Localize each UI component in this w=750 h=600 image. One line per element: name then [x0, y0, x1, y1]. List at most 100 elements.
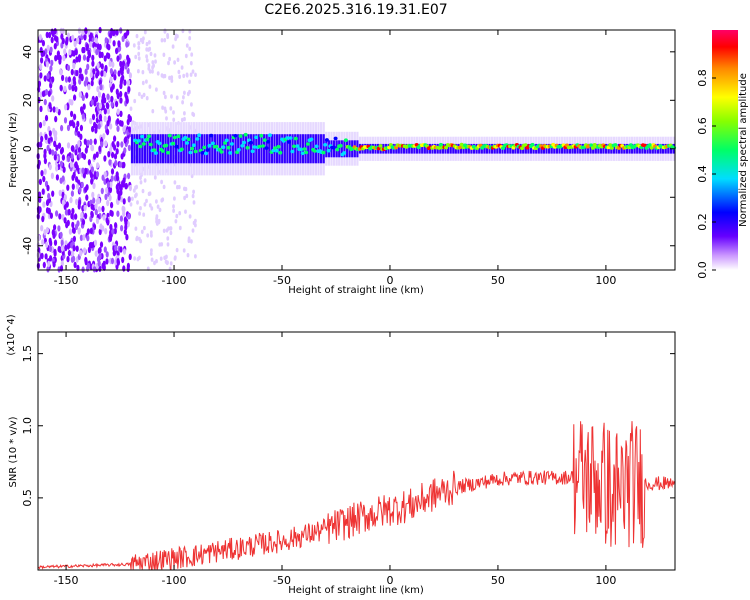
spectrogram-noise-point	[45, 199, 50, 207]
spectrogram-noise-point	[173, 196, 176, 201]
spectrogram-noise-point	[100, 187, 104, 195]
spectrogram-noise-point	[126, 262, 130, 270]
spectrogram-signal-point	[459, 142, 464, 147]
spectrogram-signal-point	[252, 145, 257, 149]
spectrogram-band-cell	[402, 143, 406, 154]
spectrogram-noise-point	[123, 79, 127, 86]
spectrogram-noise-point	[46, 72, 50, 80]
spectrogram-signal-point	[209, 133, 214, 138]
spectrogram-noise-point	[142, 212, 146, 217]
snr-x-tick-label: -100	[162, 574, 187, 587]
spectrogram-noise-point	[139, 206, 142, 211]
spectrogram-noise-point	[98, 113, 103, 121]
spectrogram-noise-point	[66, 64, 71, 72]
spectrogram-noise-point	[164, 94, 167, 100]
spectrogram-band-cell	[478, 143, 481, 154]
spectrogram-noise-point	[72, 255, 76, 263]
spectrogram-noise-point	[92, 266, 96, 273]
spectrogram-noise-point	[127, 144, 131, 152]
spectrogram-noise-point	[109, 223, 113, 231]
spectrogram-noise-point	[103, 70, 107, 78]
spectrogram-noise-point	[185, 73, 189, 78]
spectrogram-noise-point	[59, 265, 64, 272]
spectrogram-noise-point	[38, 34, 43, 41]
spectrogram-band-cell	[314, 134, 317, 164]
spectrogram-noise-point	[49, 212, 54, 219]
spectrogram-signal-point	[457, 145, 462, 150]
spectrogram-noise-point	[112, 249, 116, 257]
spectrogram-signal-point	[195, 137, 200, 141]
spectrogram-noise-point	[122, 206, 126, 213]
spectrogram-signal-point	[223, 141, 227, 145]
spectrogram-signal-point	[224, 138, 229, 143]
spectrogram-noise-point	[80, 74, 84, 82]
spectrogram-noise-point	[68, 49, 72, 56]
spectrogram-noise-point	[120, 225, 124, 232]
spectrogram-noise-point	[100, 141, 104, 148]
spectrogram-signal-point	[185, 141, 189, 145]
spectrogram-signal-point	[191, 143, 196, 147]
spectrogram-noise-point	[139, 37, 143, 43]
spectrogram-noise-point	[114, 222, 118, 229]
spectrogram-noise-point	[54, 55, 58, 62]
spectrogram-noise-point	[100, 70, 104, 77]
spectrogram-signal-point	[314, 144, 319, 149]
spectrogram-noise-point	[110, 168, 115, 175]
spectrogram-noise-point	[122, 161, 126, 169]
spectrogram-noise-point	[105, 251, 109, 258]
spectrogram-noise-point	[119, 161, 123, 168]
spectrogram-noise-point	[114, 159, 118, 167]
spectrogram-noise-point	[90, 211, 94, 219]
spectrogram-band-cell	[485, 143, 488, 154]
spectrogram-noise-point	[111, 29, 115, 37]
spectrogram-noise-point	[101, 103, 105, 111]
spectrogram-noise-point	[48, 31, 52, 39]
spectrogram-noise-point	[85, 43, 89, 50]
spectrogram-noise-point	[93, 138, 97, 145]
spectrogram-band-cell	[164, 134, 167, 164]
spectrogram-noise-point	[53, 140, 57, 147]
spectrogram-noise-point	[66, 255, 70, 263]
spectrogram-noise-point	[64, 76, 69, 83]
spectrogram-signal-point	[179, 147, 184, 152]
spectrogram-noise-point	[95, 95, 99, 103]
spectrogram-noise-point	[38, 191, 42, 198]
spectrogram-noise-point	[95, 72, 99, 79]
spectrogram-noise-point	[101, 205, 105, 213]
spectrogram-band-cell	[167, 134, 170, 164]
spectrogram-band-cell	[514, 143, 517, 154]
spectrogram-noise-point	[133, 98, 137, 104]
spectrogram-noise-point	[82, 234, 86, 241]
spectrogram-noise-point	[141, 80, 145, 86]
spectrogram-noise-point	[120, 153, 124, 160]
spectrogram-noise-point	[67, 208, 71, 216]
spectrogram-noise-point	[121, 60, 126, 67]
spectrogram-signal-point	[200, 151, 205, 155]
spectrogram-x-tick-label: 0	[386, 274, 393, 287]
spectrogram-signal-point	[136, 139, 141, 143]
spectrogram-noise-point	[61, 199, 65, 206]
spectrogram-noise-point	[139, 180, 143, 185]
spectrogram-signal-point	[250, 149, 255, 154]
spectrogram-noise-point	[85, 92, 89, 99]
spectrogram-noise-point	[71, 227, 76, 234]
spectrogram-signal-point	[248, 140, 253, 145]
spectrogram-noise-point	[150, 257, 154, 262]
spectrogram-noise-point	[91, 125, 95, 133]
spectrogram-noise-point	[172, 117, 176, 123]
spectrogram-noise-point	[188, 79, 192, 85]
spectrogram-noise-point	[87, 159, 91, 166]
snr-x-tick-label: 100	[595, 574, 616, 587]
spectrogram-noise-point	[110, 95, 114, 103]
spectrogram-noise-point	[51, 95, 55, 102]
spectrogram-band-cell	[364, 143, 367, 154]
spectrogram-noise-point	[49, 240, 53, 247]
spectrogram-noise-point	[170, 75, 174, 80]
spectrogram-noise-point	[87, 246, 91, 253]
spectrogram-noise-point	[76, 120, 80, 128]
spectrogram-noise-point	[106, 43, 110, 50]
snr-x-tick-label: 50	[491, 574, 505, 587]
spectrogram-band-cell	[213, 134, 216, 164]
spectrogram-band-cell	[263, 134, 266, 164]
spectrogram-noise-point	[169, 230, 173, 236]
